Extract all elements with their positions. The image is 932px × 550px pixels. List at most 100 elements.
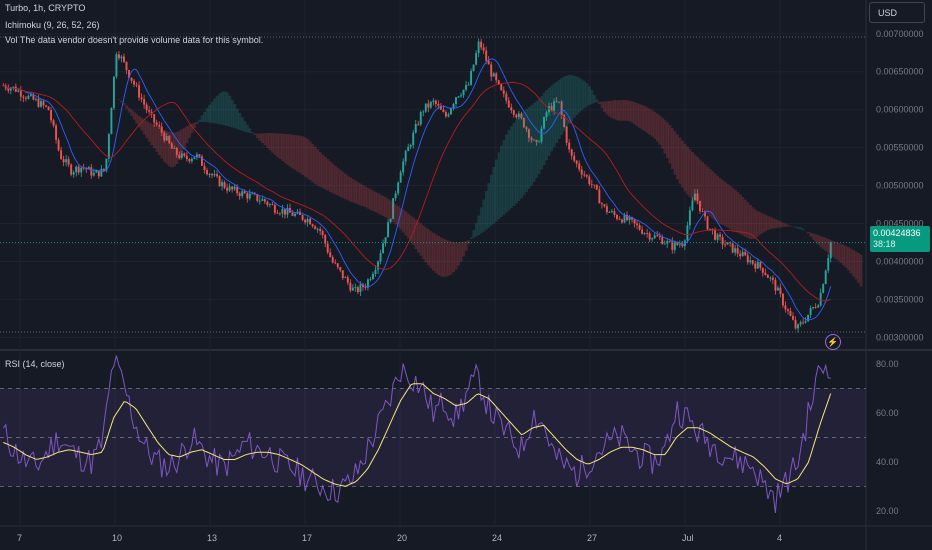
candle-body <box>799 322 802 325</box>
candle-body <box>24 97 27 99</box>
candle-body <box>105 158 108 171</box>
candle-body <box>512 110 515 115</box>
ichimoku-cloud <box>711 171 715 219</box>
candle-body <box>588 176 591 185</box>
candle-body <box>246 193 249 199</box>
ichimoku-cloud <box>844 245 848 268</box>
candle-body <box>671 241 674 250</box>
ichimoku-cloud <box>821 236 825 249</box>
candle-body <box>268 204 271 205</box>
ichimoku-cloud <box>779 221 782 228</box>
ichimoku-cloud <box>713 173 717 221</box>
ichimoku-cloud <box>610 100 614 119</box>
candle-body <box>361 284 364 288</box>
ichimoku-cloud <box>826 238 830 254</box>
ichimoku-cloud <box>235 108 239 130</box>
ichimoku-cloud <box>540 96 544 170</box>
lightning-icon[interactable]: ⚡ <box>825 334 841 350</box>
ichimoku-cloud <box>608 100 611 117</box>
ichimoku-cloud <box>381 195 385 216</box>
candle-body <box>543 117 545 129</box>
candle-body <box>135 84 138 86</box>
ichimoku-cloud <box>230 99 234 128</box>
ichimoku-cloud <box>688 149 692 198</box>
candle-body <box>467 84 470 86</box>
candle-body <box>706 216 709 230</box>
candle-body <box>70 164 73 175</box>
candle-body <box>37 98 40 107</box>
ichimoku-cloud <box>354 180 357 204</box>
ichimoku-cloud <box>303 137 307 177</box>
ichimoku-cloud <box>351 178 355 203</box>
candle-body <box>228 186 231 191</box>
ichimoku-cloud <box>814 234 818 243</box>
ichimoku-cloud <box>738 194 742 235</box>
ichimoku-cloud <box>834 241 838 260</box>
ichimoku-cloud <box>527 106 531 189</box>
currency-button[interactable]: USD <box>869 2 925 23</box>
ichimoku-cloud <box>444 239 448 277</box>
candle-body <box>490 64 493 77</box>
ichimoku-cloud <box>801 228 805 231</box>
candle-body <box>560 101 563 116</box>
candle-body <box>168 136 171 144</box>
candle-body <box>52 120 55 126</box>
candle-body <box>95 170 98 173</box>
ichimoku-cloud <box>512 122 516 206</box>
ichimoku-cloud <box>638 104 642 129</box>
ichimoku-cloud <box>535 100 539 179</box>
ichimoku-cloud <box>273 133 277 156</box>
candle-body <box>407 146 410 152</box>
candle-body <box>812 307 815 309</box>
candle-body <box>631 217 634 220</box>
candle-body <box>130 77 133 81</box>
candle-body <box>326 243 329 253</box>
ichimoku-cloud <box>603 101 606 112</box>
ichimoku-cloud <box>648 108 652 135</box>
ichimoku-cloud <box>286 134 290 165</box>
candle-body <box>422 111 425 113</box>
ichimoku-cloud <box>567 75 571 125</box>
candle-body <box>384 237 387 244</box>
ichimoku-cloud <box>663 119 667 154</box>
ichimoku-cloud <box>213 98 217 124</box>
candle-body <box>399 172 402 183</box>
candle-body <box>271 204 274 205</box>
candle-body <box>781 293 784 306</box>
ichimoku-cloud <box>754 209 757 239</box>
candle-body <box>417 123 420 125</box>
ichimoku-cloud <box>462 241 466 257</box>
ichimoku-cloud <box>175 132 179 164</box>
ichimoku-cloud <box>489 174 493 226</box>
ichimoku-cloud <box>743 199 747 237</box>
y-tick-label: 0.00700000 <box>876 29 924 39</box>
candle-body <box>633 219 636 224</box>
ichimoku-cloud <box>723 181 727 227</box>
ichimoku-cloud <box>547 87 551 156</box>
candle-body <box>475 53 478 65</box>
ichimoku-cloud <box>339 169 342 197</box>
ichimoku-cloud <box>205 108 209 123</box>
ichimoku-cloud <box>331 163 335 194</box>
ichimoku-cloud <box>256 133 259 139</box>
ichimoku-cloud <box>328 161 332 193</box>
candle-body <box>55 125 58 140</box>
candle-body <box>233 186 236 190</box>
ichimoku-cloud <box>283 133 287 164</box>
ichimoku-cloud <box>517 116 521 202</box>
candle-body <box>276 212 279 214</box>
ichimoku-cloud <box>671 128 674 170</box>
ichimoku-cloud <box>364 186 367 208</box>
ichimoku-cloud <box>708 168 712 217</box>
ichimoku-cloud <box>238 112 242 130</box>
ichimoku-cloud <box>137 115 141 128</box>
ichimoku-cloud <box>469 237 473 240</box>
candle-body <box>22 96 25 98</box>
candle-body <box>65 159 68 163</box>
candle-body <box>306 218 309 223</box>
candle-body <box>351 287 354 291</box>
ichimoku-cloud <box>452 241 456 273</box>
candle-body <box>432 100 435 102</box>
candle-body <box>226 187 229 191</box>
